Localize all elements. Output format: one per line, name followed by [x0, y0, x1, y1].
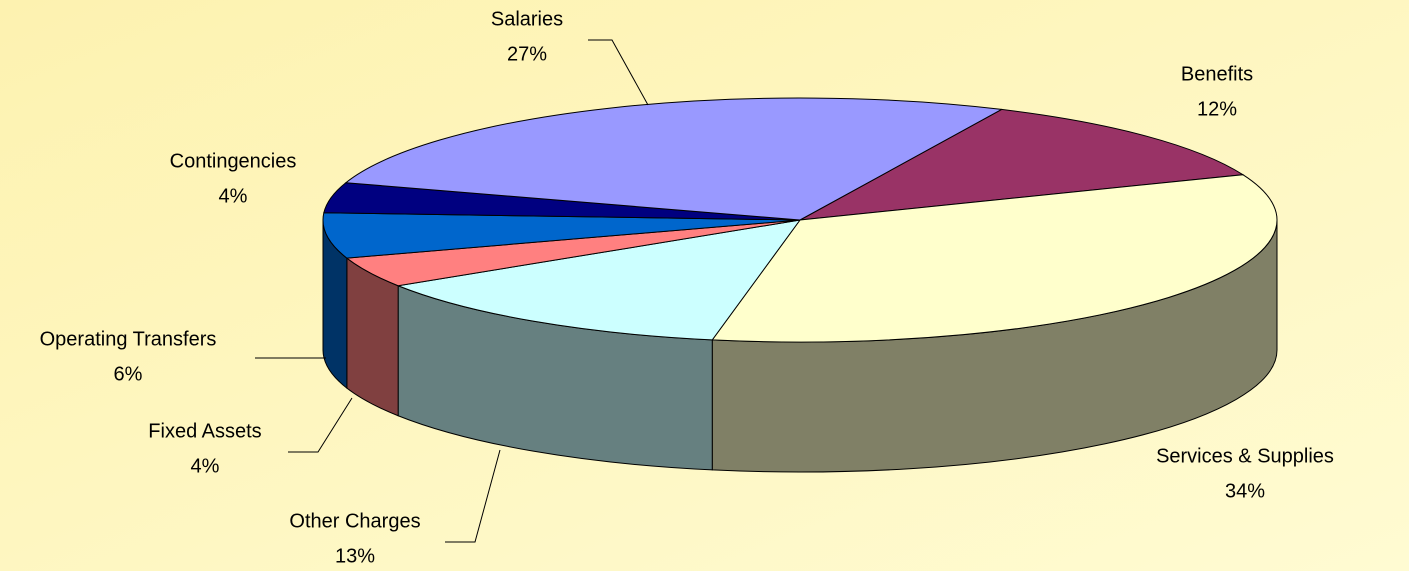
slice	[799, 108, 1245, 221]
slice-value-label: 6%	[114, 363, 143, 385]
slice-value-label: 34%	[1225, 480, 1265, 502]
slice-value-label: 4%	[219, 185, 248, 207]
leader-line	[445, 449, 501, 543]
slice-label: Other Charges	[289, 510, 420, 532]
slice-label: Benefits	[1181, 63, 1253, 85]
slice-label: Contingencies	[170, 150, 297, 172]
slice	[396, 219, 802, 341]
slice-value-label: 27%	[507, 43, 547, 65]
slice	[322, 212, 801, 259]
labels: Benefits 12% Services & Supplies 34% Other C…	[40, 8, 1334, 567]
slice-value-label: 13%	[335, 545, 375, 567]
slice-label: Fixed Assets	[148, 420, 261, 442]
slice-label: Services & Supplies	[1156, 445, 1334, 467]
slice-label: Salaries	[491, 8, 563, 30]
leader-line	[288, 397, 353, 453]
leader-line	[588, 39, 649, 106]
slice	[711, 174, 1278, 343]
slice-value-label: 4%	[191, 455, 220, 477]
slice	[344, 97, 1004, 221]
leader-lines	[255, 39, 649, 543]
pie-sides	[322, 219, 1278, 473]
pie-tops	[322, 97, 1278, 343]
slice-label: Operating Transfers	[40, 328, 217, 350]
slice-value-label: 12%	[1197, 98, 1237, 120]
